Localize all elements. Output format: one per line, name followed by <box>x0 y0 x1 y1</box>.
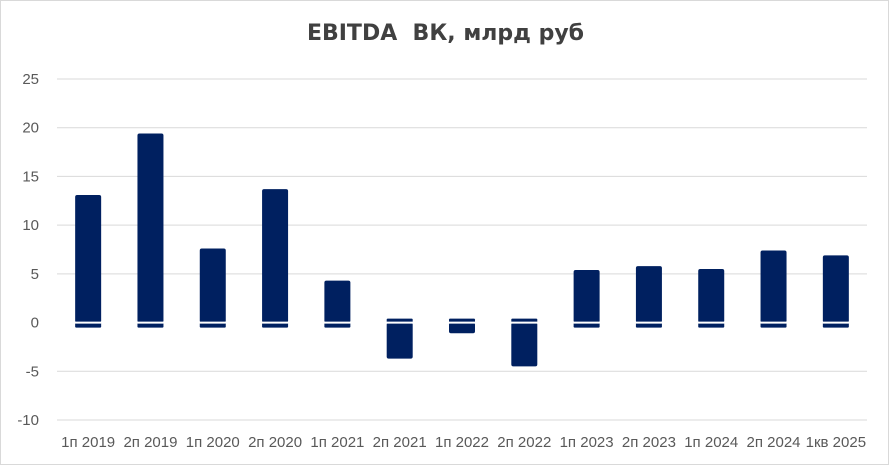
y-tick-label: 25 <box>22 71 39 88</box>
bar-stub <box>573 322 600 328</box>
x-tick-label: 2п 2024 <box>747 434 801 451</box>
y-tick-label: 15 <box>22 168 39 185</box>
bar <box>386 322 413 359</box>
y-tick-label: -10 <box>17 412 39 429</box>
bar <box>635 266 662 323</box>
x-tick-label: 1п 2022 <box>435 434 489 451</box>
x-tick-label: 1п 2024 <box>684 434 738 451</box>
x-tick-label: 1п 2020 <box>186 434 240 451</box>
y-tick-label: 0 <box>31 315 39 332</box>
bar <box>449 322 475 334</box>
y-tick-label: -5 <box>26 363 39 380</box>
bar <box>822 255 849 323</box>
x-tick-label: 1п 2021 <box>310 434 364 451</box>
bar <box>511 322 538 367</box>
bar <box>760 250 787 323</box>
bar <box>324 280 351 323</box>
bar-stub <box>698 322 725 328</box>
x-tick-label: 1кв 2025 <box>806 434 866 451</box>
bar-stub <box>822 322 849 328</box>
chart-title: EBITDA ВК, млрд руб <box>306 21 585 46</box>
x-tick-label: 1п 2019 <box>61 434 115 451</box>
y-tick-label: 10 <box>22 217 39 234</box>
bar <box>137 133 164 323</box>
bar <box>262 189 289 323</box>
bar <box>75 194 102 323</box>
bar-stub <box>324 322 351 328</box>
bar-stub <box>635 322 662 328</box>
bar <box>698 268 725 323</box>
bar-stub <box>199 322 226 328</box>
x-tick-label: 2п 2022 <box>497 434 551 451</box>
bar-stub <box>137 322 164 328</box>
bar-stub <box>262 322 289 328</box>
y-tick-label: 20 <box>22 120 39 137</box>
x-tick-label: 2п 2023 <box>622 434 676 451</box>
x-tick-label: 2п 2019 <box>123 434 177 451</box>
bar <box>573 269 600 323</box>
bar-stub <box>760 322 787 328</box>
x-tick-label: 1п 2023 <box>560 434 614 451</box>
y-tick-label: 5 <box>31 266 39 283</box>
x-tick-label: 2п 2020 <box>248 434 302 451</box>
x-tick-label: 2п 2021 <box>373 434 427 451</box>
bar <box>199 248 226 323</box>
bar-stub <box>75 322 102 328</box>
